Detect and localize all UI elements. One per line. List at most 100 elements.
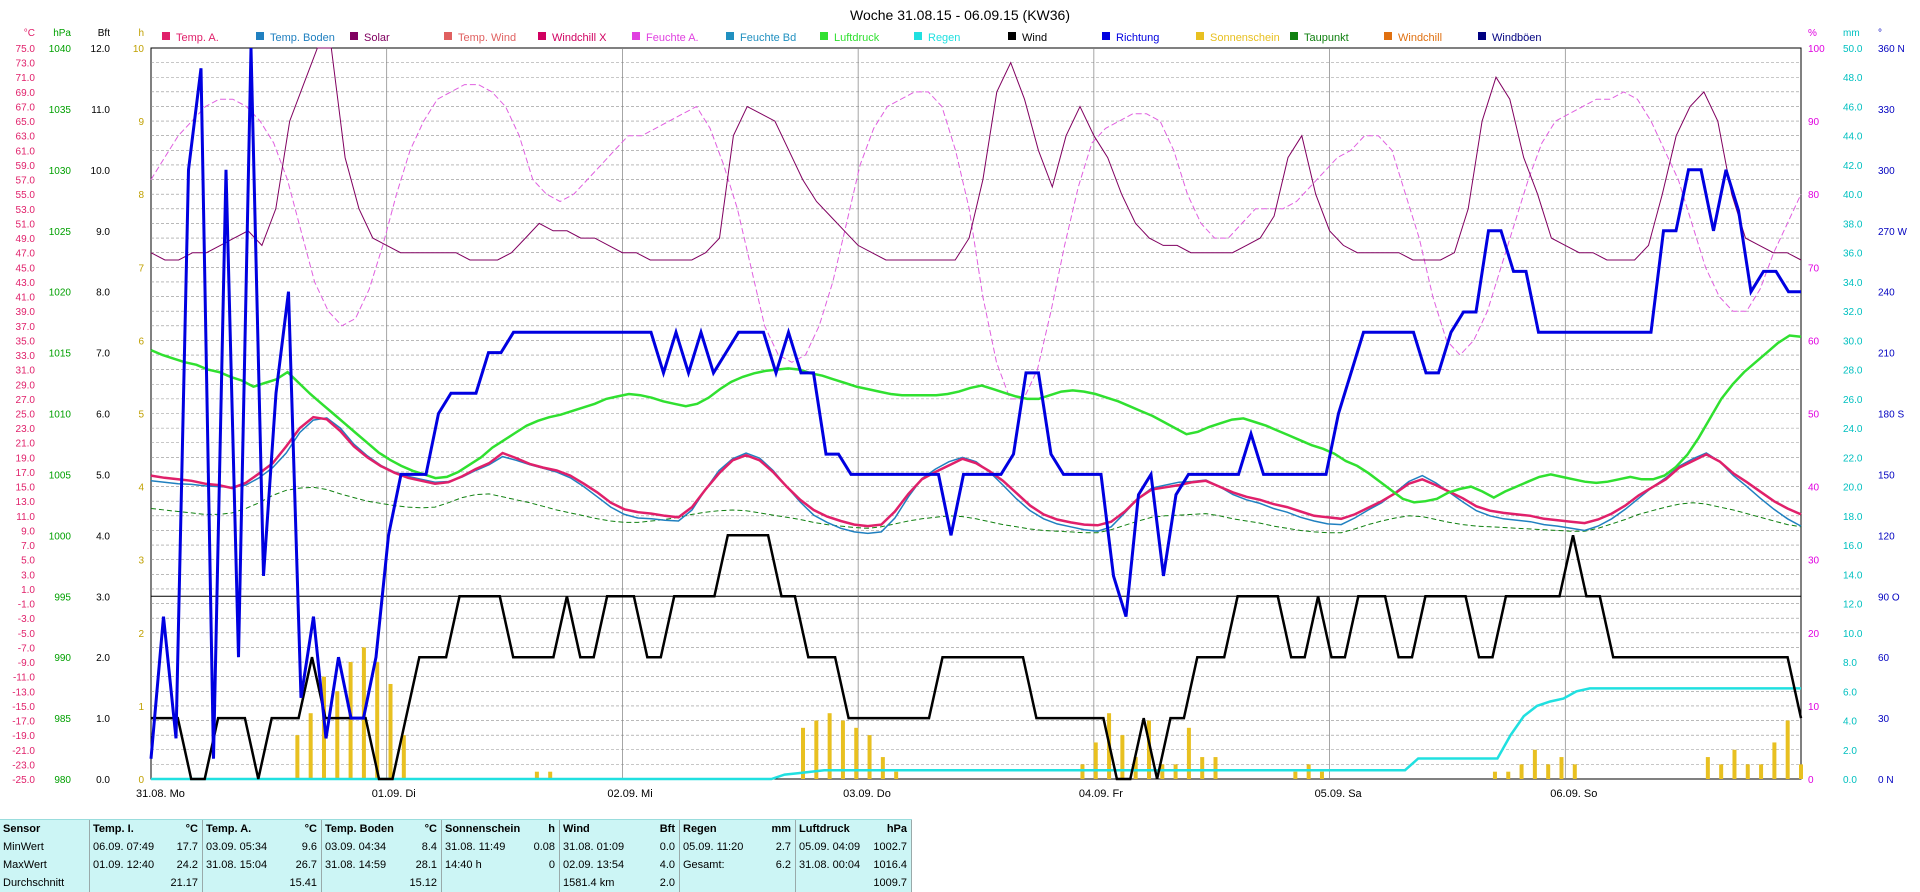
axis-tick-mm: 18.0: [1843, 512, 1863, 523]
x-axis-labels: 31.08. Mo 01.09. Di 02.09. Mi 03.09. Do 04.0…: [136, 788, 1597, 800]
axis-tick-temp: 17.0: [16, 468, 36, 479]
axis-tick-hpa: 985: [54, 714, 71, 725]
axis-tick-hpa: 1030: [49, 166, 72, 177]
axis-tick-mm: 6.0: [1843, 687, 1857, 698]
axis-tick-h: 2: [138, 629, 144, 640]
axis-tick-temp: 31.0: [16, 366, 36, 377]
legend-swatch: [1290, 32, 1298, 40]
ss-max-time: 14:40 h: [445, 859, 482, 871]
axis-tick-temp: 67.0: [16, 102, 36, 113]
axis-tick-temp: 53.0: [16, 205, 36, 216]
legend-swatch: [632, 32, 640, 40]
header-luftdruck: Luftdruck: [799, 823, 850, 835]
sunshine-bar: [1120, 735, 1125, 779]
stats-col-luftdruck: Luftdruck hPa 05.09. 04:09 1002.7 31.08. 0…: [796, 820, 912, 892]
sunshine-bar: [894, 771, 899, 779]
legend-label: Temp. A.: [176, 32, 219, 44]
axis-tick-deg: 120: [1878, 531, 1895, 542]
axis-tick-mm: 50.0: [1843, 44, 1863, 55]
axis-tick-mm: 4.0: [1843, 717, 1857, 728]
sunshine-bar: [1492, 771, 1497, 779]
sunshine-bar: [1759, 764, 1764, 779]
axis-unit-bft: Bft: [98, 28, 110, 39]
ta-max-val: 26.7: [295, 859, 317, 871]
legend-label: Taupunkt: [1304, 32, 1349, 44]
sunshine-bar: [1745, 764, 1750, 779]
r-total-label: Gesamt:: [683, 859, 725, 871]
w-max-time: 02.09. 13:54: [563, 859, 625, 871]
axis-tick-h: 9: [138, 117, 144, 128]
legend-label: Regen: [928, 32, 960, 44]
axis-tick-temp: 33.0: [16, 351, 36, 362]
legend-swatch: [914, 32, 922, 40]
axis-tick-bft: 8.0: [96, 288, 110, 299]
axis-tick-deg: 30: [1878, 714, 1890, 725]
axis-tick-temp: 75.0: [16, 44, 36, 55]
axis-tick-pct: 10: [1808, 702, 1820, 713]
sunshine-bar: [1572, 764, 1577, 779]
legend-label: Richtung: [1116, 32, 1159, 44]
axis-unit-temp: °C: [24, 28, 35, 39]
axis-tick-mm: 26.0: [1843, 395, 1863, 406]
axis-tick-hpa: 980: [54, 775, 71, 786]
tb-max-time: 31.08. 14:59: [325, 859, 387, 871]
w-min-time: 31.08. 01:09: [563, 841, 625, 853]
l-avg-val: 1009.7: [873, 877, 907, 889]
sunshine-bar: [548, 771, 553, 779]
tb-avg-val: 15.12: [409, 877, 437, 889]
sunshine-bar: [854, 727, 859, 779]
axis-tick-temp: -1.0: [18, 600, 36, 611]
axis-tick-temp: -19.0: [12, 731, 35, 742]
axis-tick-mm: 28.0: [1843, 366, 1863, 377]
header-temp-i: Temp. I.: [93, 823, 134, 835]
axis-tick-h: 7: [138, 263, 144, 274]
stats-col-wind: Wind Bft 31.08. 01:09 0.0 02.09. 13:54 4.0 …: [560, 820, 680, 892]
axis-tick-mm: 46.0: [1843, 102, 1863, 113]
axis-unit-hpa: hPa: [53, 28, 71, 39]
legend-label: Sonnenschein: [1210, 32, 1280, 44]
axis-tick-hpa: 1020: [49, 288, 72, 299]
axis-tick-h: 1: [138, 702, 144, 713]
series-regen: [151, 687, 1801, 781]
chart-title: Woche 31.08.15 - 06.09.15 (KW36): [850, 7, 1070, 23]
legend-label: Windchill: [1398, 32, 1442, 44]
axis-tick-mm: 10.0: [1843, 629, 1863, 640]
axis-tick-temp: -21.0: [12, 746, 35, 757]
axis-tick-deg: 180 S: [1878, 410, 1904, 421]
axis-tick-hpa: 1025: [49, 227, 72, 238]
sunshine-bar: [1732, 749, 1737, 779]
axis-tick-mm: 20.0: [1843, 483, 1863, 494]
legend-swatch: [1196, 32, 1204, 40]
axis-tick-hpa: 1010: [49, 410, 72, 421]
l-min-time: 05.09. 04:09: [799, 841, 861, 853]
axis-tick-temp: -23.0: [12, 760, 35, 771]
weather-week-chart: Woche 31.08.15 - 06.09.15 (KW36) Temp. A…: [12, 7, 1908, 800]
sunshine-bar: [1506, 771, 1511, 779]
sunshine-bar: [1080, 764, 1085, 779]
header-wind: Wind: [563, 823, 590, 835]
axis-tick-temp: 73.0: [16, 59, 36, 70]
axis-tick-temp: -15.0: [12, 702, 35, 713]
sunshine-bar: [814, 720, 819, 779]
axis-tick-mm: 2.0: [1843, 746, 1857, 757]
axis-tick-bft: 4.0: [96, 531, 110, 542]
header-regen: Regen: [683, 823, 717, 835]
axis-tick-temp: 71.0: [16, 73, 36, 84]
axis-tick-temp: 21.0: [16, 439, 36, 450]
axis-tick-temp: -9.0: [18, 658, 36, 669]
axis-tick-temp: -11.0: [13, 673, 35, 684]
sunshine-bar: [335, 691, 340, 779]
x-tick-label: 03.09. Do: [843, 788, 891, 800]
sunshine-bar: [375, 662, 380, 779]
axis-tick-mm: 24.0: [1843, 424, 1863, 435]
axis-tick-temp: 39.0: [16, 307, 36, 318]
unit-regen: mm: [771, 823, 791, 835]
series-feuchte-a: [150, 84, 1802, 400]
axis-tick-deg: 300: [1878, 166, 1895, 177]
sunshine-bar: [1093, 742, 1098, 779]
stats-col-temp-boden: Temp. Boden °C 03.09. 04:34 8.4 31.08. 14:…: [322, 820, 442, 892]
w-avg-val: 2.0: [659, 877, 675, 889]
ti-max-time: 01.09. 12:40: [93, 859, 155, 871]
axis-tick-temp: -17.0: [12, 717, 35, 728]
